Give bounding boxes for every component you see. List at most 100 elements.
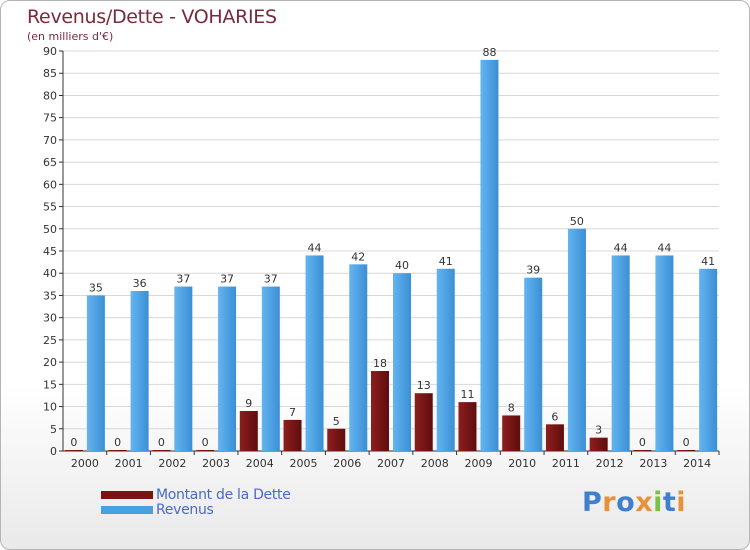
logo-letter: x [635, 487, 654, 518]
data-label-revenue: 50 [570, 215, 584, 228]
bar-debt [196, 450, 215, 451]
x-tick-label: 2014 [683, 457, 711, 470]
chart-subtitle: (en milliers d'€) [27, 30, 114, 43]
bar-revenue [305, 255, 324, 451]
bar-revenue [480, 59, 499, 452]
data-label-debt: 0 [114, 436, 121, 449]
x-tick-label: 2010 [508, 457, 536, 470]
logo-letter: o [616, 487, 636, 518]
logo-letter: P [582, 487, 603, 518]
logo-letter: i [653, 487, 663, 518]
legend-swatch-revenue [101, 505, 153, 514]
bar-debt [239, 411, 258, 451]
bar-revenue [436, 268, 455, 451]
y-tick-label: 40 [43, 267, 57, 280]
data-label-debt: 9 [245, 397, 252, 410]
data-label-revenue: 41 [439, 255, 453, 268]
x-tick-label: 2000 [71, 457, 99, 470]
data-label-revenue: 42 [351, 250, 365, 263]
bar-revenue [218, 286, 237, 451]
legend-item-revenue: Revenus [101, 501, 291, 518]
x-tick-label: 2002 [158, 457, 186, 470]
bar-debt [152, 450, 171, 451]
bar-revenue [655, 255, 674, 451]
data-label-debt: 0 [202, 436, 209, 449]
x-tick-label: 2011 [552, 457, 580, 470]
y-tick-label: 80 [43, 89, 57, 102]
data-label-revenue: 44 [308, 241, 322, 254]
bar-debt [108, 450, 127, 451]
logo-letter: r [602, 487, 617, 518]
data-label-debt: 0 [683, 436, 690, 449]
chart-title: Revenus/Dette - VOHARIES [27, 6, 277, 28]
x-tick-label: 2001 [115, 457, 143, 470]
bar-revenue [130, 291, 149, 451]
y-tick-label: 20 [43, 356, 57, 369]
x-tick-label: 2006 [333, 457, 361, 470]
data-label-revenue: 37 [264, 273, 278, 286]
y-tick-label: 0 [50, 445, 57, 458]
y-tick-label: 70 [43, 134, 57, 147]
bar-revenue [393, 273, 411, 451]
data-label-debt: 0 [158, 436, 165, 449]
proxiti-logo: Proxiti [582, 487, 686, 518]
x-tick-label: 2009 [464, 457, 492, 470]
legend: Montant de la Dette Revenus [101, 486, 291, 518]
bar-revenue [524, 277, 543, 451]
data-label-debt: 7 [289, 406, 296, 419]
bar-revenue [349, 264, 368, 451]
data-label-debt: 6 [551, 410, 558, 423]
bar-debt [283, 419, 302, 451]
data-label-revenue: 44 [614, 241, 628, 254]
data-label-revenue: 35 [89, 281, 103, 294]
bar-debt [371, 371, 389, 451]
y-tick-label: 45 [43, 245, 57, 258]
data-label-revenue: 37 [220, 273, 234, 286]
bar-debt [64, 450, 83, 451]
data-label-debt: 0 [70, 436, 77, 449]
y-tick-label: 15 [43, 378, 57, 391]
data-label-debt: 11 [460, 388, 474, 401]
bar-debt [677, 450, 696, 451]
legend-label-debt: Montant de la Dette [156, 486, 291, 503]
y-tick-label: 85 [43, 67, 57, 80]
logo-letter: t [662, 487, 677, 518]
bar-debt [633, 450, 652, 451]
y-tick-label: 50 [43, 223, 57, 236]
x-tick-label: 2012 [596, 457, 624, 470]
y-tick-label: 55 [43, 201, 57, 214]
data-label-debt: 3 [595, 424, 602, 437]
data-label-revenue: 88 [482, 46, 496, 59]
y-tick-label: 65 [43, 156, 57, 169]
x-tick-label: 2013 [639, 457, 667, 470]
bar-debt [545, 424, 564, 451]
data-label-debt: 0 [639, 436, 646, 449]
y-tick-label: 90 [43, 45, 57, 58]
data-label-debt: 8 [508, 401, 515, 414]
legend-item-debt: Montant de la Dette [101, 486, 291, 503]
data-label-debt: 13 [417, 379, 431, 392]
data-label-revenue: 40 [395, 259, 409, 272]
legend-label-revenue: Revenus [156, 501, 214, 518]
data-label-revenue: 41 [701, 255, 715, 268]
y-tick-label: 60 [43, 178, 57, 191]
bar-debt [502, 415, 521, 451]
data-label-revenue: 39 [526, 264, 540, 277]
bar-revenue [86, 295, 105, 451]
bar-revenue [174, 286, 193, 451]
bar-debt [458, 402, 477, 451]
y-tick-label: 25 [43, 334, 57, 347]
data-label-debt: 5 [333, 415, 340, 428]
logo-letter: i [676, 487, 687, 518]
x-tick-label: 2003 [202, 457, 230, 470]
legend-swatch-debt [101, 490, 153, 499]
bar-debt [589, 437, 608, 451]
y-tick-label: 30 [43, 312, 57, 325]
bar-revenue [699, 268, 718, 451]
x-tick-label: 2004 [246, 457, 274, 470]
data-label-revenue: 36 [133, 277, 147, 290]
y-tick-label: 35 [43, 289, 57, 302]
data-label-revenue: 37 [176, 273, 190, 286]
x-tick-label: 2007 [377, 457, 405, 470]
